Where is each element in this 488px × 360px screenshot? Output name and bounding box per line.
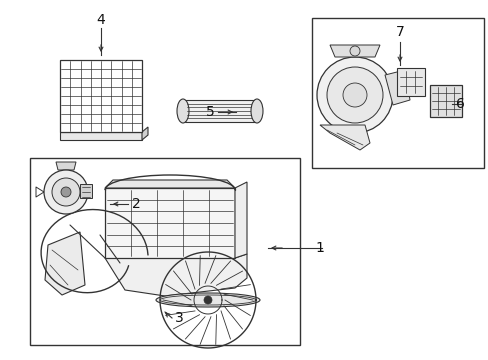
- Polygon shape: [184, 100, 254, 122]
- Ellipse shape: [177, 99, 189, 123]
- Circle shape: [349, 46, 359, 56]
- Polygon shape: [80, 184, 92, 198]
- Polygon shape: [60, 132, 142, 140]
- Bar: [311, 18, 483, 168]
- Circle shape: [44, 170, 88, 214]
- Polygon shape: [60, 60, 142, 132]
- Polygon shape: [105, 180, 235, 188]
- Bar: [30, 158, 299, 345]
- Ellipse shape: [250, 99, 263, 123]
- Polygon shape: [235, 182, 246, 258]
- Circle shape: [326, 67, 382, 123]
- Text: 5: 5: [205, 105, 214, 119]
- Polygon shape: [396, 68, 424, 96]
- Text: 6: 6: [455, 97, 464, 111]
- Polygon shape: [105, 188, 235, 258]
- Ellipse shape: [156, 293, 260, 307]
- Polygon shape: [329, 45, 379, 57]
- Circle shape: [203, 296, 212, 304]
- Text: 3: 3: [174, 311, 183, 325]
- Polygon shape: [45, 232, 85, 295]
- Text: 7: 7: [395, 25, 404, 39]
- Text: 1: 1: [315, 241, 324, 255]
- Polygon shape: [384, 70, 409, 105]
- Text: 4: 4: [97, 13, 105, 27]
- Polygon shape: [105, 254, 246, 296]
- Circle shape: [342, 83, 366, 107]
- Polygon shape: [319, 125, 369, 150]
- Circle shape: [61, 187, 71, 197]
- Circle shape: [316, 57, 392, 133]
- Polygon shape: [429, 85, 461, 117]
- Circle shape: [52, 178, 80, 206]
- Polygon shape: [56, 162, 76, 170]
- Polygon shape: [142, 127, 148, 140]
- Text: 2: 2: [131, 197, 140, 211]
